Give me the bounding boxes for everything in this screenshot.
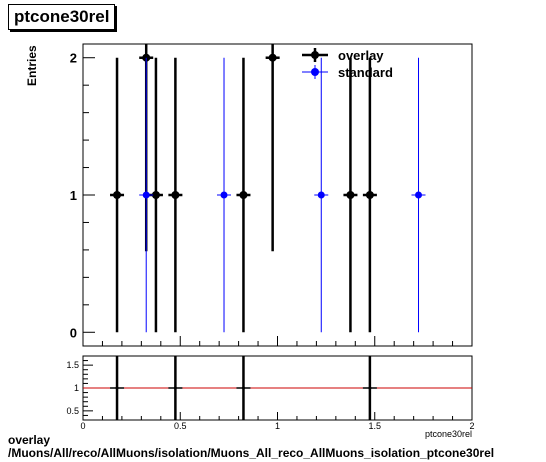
overlay-point — [113, 191, 122, 199]
standard-point — [317, 191, 325, 199]
ratio-x-tick-label: 0 — [80, 421, 85, 431]
ratio-y-tick-label: 1.5 — [66, 360, 79, 370]
y-axis-label: Entries — [25, 45, 39, 86]
standard-point — [220, 191, 228, 199]
legend-marker-standard — [311, 68, 319, 76]
footer-line-2: /Muons/All/reco/AllMuons/isolation/Muons… — [8, 446, 495, 460]
ratio-y-tick-label: 1 — [74, 383, 79, 393]
overlay-point — [346, 191, 355, 199]
chart-title: ptcone30rel — [8, 4, 116, 30]
ratio-point — [173, 386, 177, 390]
legend-label-overlay: overlay — [338, 48, 384, 63]
ratio-point — [241, 386, 245, 390]
legend-marker-overlay — [311, 51, 319, 59]
footer-line-1: overlay — [8, 433, 51, 447]
ratio-point — [368, 386, 372, 390]
legend-label-standard: standard — [338, 65, 393, 80]
y-tick-label: 0 — [70, 325, 77, 340]
x-axis-label: ptcone30rel — [425, 429, 472, 439]
ratio-x-tick-label: 1.5 — [368, 421, 381, 431]
ratio-x-tick-label: 2 — [469, 421, 474, 431]
ratio-x-tick-label: 1 — [275, 421, 280, 431]
standard-point — [142, 191, 150, 199]
y-tick-label: 2 — [70, 51, 77, 66]
overlay-point — [239, 191, 248, 199]
ratio-x-tick-label: 0.5 — [174, 421, 187, 431]
overlay-point — [365, 191, 374, 199]
overlay-point — [151, 191, 160, 199]
overlay-point — [268, 53, 277, 62]
standard-point — [415, 191, 423, 199]
y-tick-label: 1 — [70, 188, 77, 203]
ratio-y-tick-label: 0.5 — [66, 406, 79, 416]
overlay-point — [171, 191, 180, 199]
ratio-point — [115, 386, 119, 390]
